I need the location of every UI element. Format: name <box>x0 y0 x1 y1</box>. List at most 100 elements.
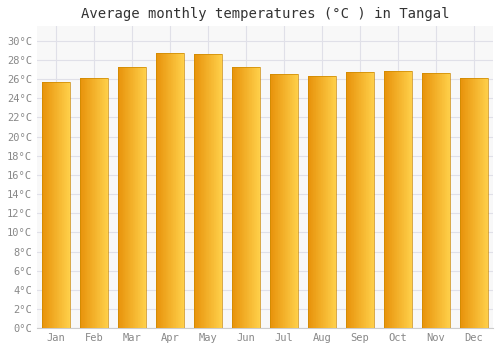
Bar <box>372 72 373 328</box>
Bar <box>284 74 286 328</box>
Bar <box>197 54 198 328</box>
Bar <box>182 53 184 328</box>
Bar <box>105 78 106 328</box>
Bar <box>368 72 370 328</box>
Bar <box>44 82 45 328</box>
Bar <box>353 72 354 328</box>
Bar <box>356 72 357 328</box>
Bar <box>180 53 182 328</box>
Bar <box>444 73 446 328</box>
Bar <box>331 76 332 328</box>
Bar <box>242 68 243 328</box>
Bar <box>321 76 322 328</box>
Bar <box>317 76 318 328</box>
Bar <box>139 68 140 328</box>
Bar <box>156 53 184 328</box>
Bar <box>68 82 70 328</box>
Bar <box>430 73 431 328</box>
Bar <box>119 68 120 328</box>
Bar <box>134 68 136 328</box>
Bar <box>396 71 398 328</box>
Bar <box>479 78 480 328</box>
Bar <box>329 76 330 328</box>
Bar <box>83 78 84 328</box>
Bar <box>84 78 86 328</box>
Bar <box>475 78 476 328</box>
Bar <box>480 78 481 328</box>
Bar <box>90 78 91 328</box>
Bar <box>474 78 475 328</box>
Bar <box>213 54 214 328</box>
Bar <box>424 73 426 328</box>
Bar <box>347 72 348 328</box>
Bar <box>220 54 222 328</box>
Bar <box>118 68 119 328</box>
Bar <box>384 71 385 328</box>
Bar <box>276 74 277 328</box>
Bar <box>51 82 52 328</box>
Bar <box>277 74 278 328</box>
Bar <box>346 72 374 328</box>
Bar <box>91 78 92 328</box>
Bar <box>471 78 472 328</box>
Bar <box>248 68 249 328</box>
Bar <box>66 82 67 328</box>
Bar <box>482 78 484 328</box>
Bar <box>250 68 251 328</box>
Bar <box>259 68 260 328</box>
Bar <box>253 68 254 328</box>
Bar <box>327 76 328 328</box>
Bar <box>401 71 402 328</box>
Bar <box>57 82 58 328</box>
Bar <box>468 78 469 328</box>
Bar <box>194 54 195 328</box>
Bar <box>131 68 132 328</box>
Bar <box>470 78 471 328</box>
Bar <box>360 72 362 328</box>
Bar <box>202 54 203 328</box>
Bar <box>144 68 146 328</box>
Bar <box>279 74 280 328</box>
Bar <box>270 74 298 328</box>
Bar <box>81 78 82 328</box>
Bar <box>240 68 241 328</box>
Bar <box>52 82 53 328</box>
Bar <box>408 71 410 328</box>
Bar <box>232 68 260 328</box>
Bar <box>130 68 131 328</box>
Bar <box>358 72 360 328</box>
Bar <box>426 73 427 328</box>
Bar <box>271 74 272 328</box>
Bar <box>273 74 274 328</box>
Bar <box>465 78 466 328</box>
Bar <box>86 78 88 328</box>
Bar <box>127 68 128 328</box>
Bar <box>366 72 367 328</box>
Bar <box>162 53 164 328</box>
Bar <box>164 53 165 328</box>
Bar <box>205 54 206 328</box>
Bar <box>390 71 391 328</box>
Bar <box>282 74 283 328</box>
Bar <box>422 73 450 328</box>
Bar <box>99 78 100 328</box>
Bar <box>126 68 127 328</box>
Bar <box>386 71 388 328</box>
Bar <box>439 73 440 328</box>
Bar <box>274 74 276 328</box>
Bar <box>176 53 177 328</box>
Bar <box>446 73 448 328</box>
Bar <box>410 71 411 328</box>
Bar <box>398 71 400 328</box>
Bar <box>241 68 242 328</box>
Bar <box>394 71 395 328</box>
Bar <box>128 68 129 328</box>
Bar <box>200 54 201 328</box>
Bar <box>433 73 434 328</box>
Bar <box>403 71 404 328</box>
Bar <box>432 73 433 328</box>
Bar <box>238 68 239 328</box>
Bar <box>322 76 324 328</box>
Bar <box>137 68 138 328</box>
Bar <box>218 54 220 328</box>
